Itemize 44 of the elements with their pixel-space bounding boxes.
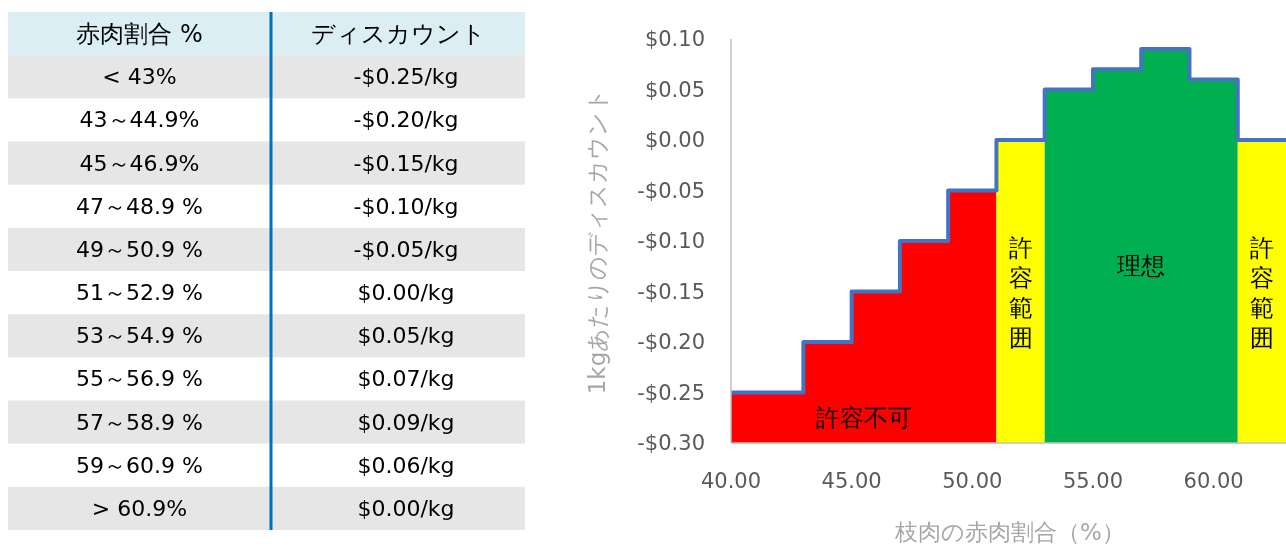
category-label: 45～46.9% xyxy=(79,150,200,176)
y-tick-label: -$0.20 xyxy=(637,330,705,354)
x-tick-label: 45.00 xyxy=(821,469,882,493)
text: $0.00/kg xyxy=(357,280,455,306)
y-axis-title: 1kgあたりのディスカウント xyxy=(584,87,610,395)
x-tick-label: 55.00 xyxy=(1062,469,1124,493)
y-tick-label: -$0.30 xyxy=(637,431,705,455)
x-tick-label: 40.00 xyxy=(700,469,762,493)
category-label: 55～56.9 % xyxy=(76,366,203,392)
series-label: 許容範囲 xyxy=(1249,233,1274,352)
category-label: 53～54.9 % xyxy=(76,323,203,349)
text: -$0.15/kg xyxy=(353,150,459,176)
series-label: 理想 xyxy=(1117,252,1166,281)
y-tick-label: -$0.05 xyxy=(637,178,705,203)
series-label: 許容不可 xyxy=(815,403,912,432)
text: $0.09/kg xyxy=(357,409,455,435)
category-label: 59～60.9 % xyxy=(76,452,203,478)
series-label: 許容範囲 xyxy=(1008,233,1033,352)
category-label: < 43% xyxy=(102,64,177,90)
y-tick-label: -$0.10 xyxy=(637,229,705,253)
text: 赤肉割合 % xyxy=(76,19,203,48)
category-label: 47～48.9 % xyxy=(76,193,203,219)
x-tick-label: 50.00 xyxy=(942,469,1003,493)
category-label: 57～58.9 % xyxy=(76,409,203,435)
text: $0.05/kg xyxy=(357,323,455,349)
category-label: 51～52.9 % xyxy=(76,280,203,306)
text: ディスカウント xyxy=(310,19,486,48)
y-tick-label: $0.10 xyxy=(644,27,705,51)
y-tick-label: $0.00 xyxy=(644,128,705,152)
text: $0.07/kg xyxy=(357,366,455,392)
category-label: 43～44.9% xyxy=(79,107,200,133)
x-axis-title: 枝肉の赤肉割合（%） xyxy=(894,519,1125,545)
y-tick-label: $0.05 xyxy=(644,77,705,102)
text: -$0.10/kg xyxy=(353,193,459,219)
y-tick-label: -$0.25 xyxy=(637,380,705,405)
x-tick-label: 60.00 xyxy=(1183,469,1244,493)
text: -$0.25/kg xyxy=(353,64,459,90)
category-label: > 60.9% xyxy=(91,495,188,521)
text: -$0.05/kg xyxy=(353,236,459,262)
text: -$0.20/kg xyxy=(353,107,459,133)
y-tick-label: -$0.15 xyxy=(637,279,705,304)
category-label: 49～50.9 % xyxy=(76,236,203,262)
text: $0.00/kg xyxy=(357,495,455,521)
text: $0.06/kg xyxy=(357,452,455,478)
